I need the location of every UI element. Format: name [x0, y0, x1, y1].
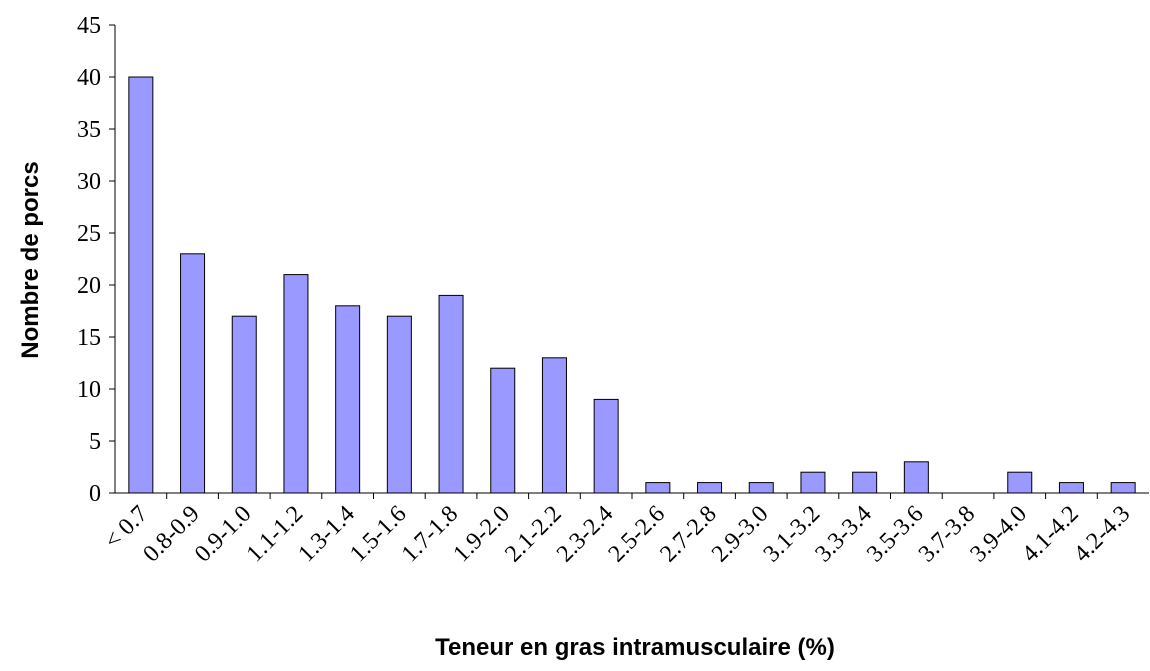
- x-tick-label: 1.9-2.0: [449, 501, 515, 567]
- y-axis-title: Nombre de porcs: [17, 161, 44, 358]
- bar: [335, 305, 361, 494]
- bar: [180, 253, 206, 494]
- x-tick-label: 1.7-1.8: [397, 501, 463, 567]
- x-tick-label: 4.2-4.3: [1069, 501, 1135, 567]
- bar: [593, 398, 619, 494]
- y-tick-label: 25: [77, 221, 101, 247]
- x-tick-label: 3.5-3.6: [862, 501, 928, 567]
- x-tick-label: 2.5-2.6: [604, 501, 670, 567]
- x-tick-label: 3.1-3.2: [759, 501, 825, 567]
- x-tick-label: 3.7-3.8: [914, 501, 980, 567]
- bar: [231, 315, 257, 494]
- bar: [490, 367, 516, 494]
- y-tick-label: 30: [77, 169, 101, 195]
- bar: [645, 482, 671, 494]
- x-tick-label: 0.9-1.0: [190, 501, 256, 567]
- x-tick-label: 1.3-1.4: [293, 501, 359, 567]
- x-tick-label: 2.7-2.8: [655, 501, 721, 567]
- x-tick-label: 2.3-2.4: [552, 501, 618, 567]
- bar: [128, 76, 154, 494]
- y-tick-label: 5: [89, 429, 101, 455]
- y-tick-label: 40: [77, 65, 101, 91]
- y-tick-label: 0: [89, 481, 101, 507]
- x-tick-label: 2.9-3.0: [707, 501, 773, 567]
- x-tick-label: 2.1-2.2: [500, 501, 566, 567]
- x-tick-label: 3.3-3.4: [810, 501, 876, 567]
- y-tick-label: 15: [77, 325, 101, 351]
- bar: [438, 294, 464, 494]
- bar: [1110, 482, 1136, 494]
- bar: [283, 274, 309, 494]
- y-tick-label: 45: [77, 13, 101, 39]
- x-tick-label: 4.1-4.2: [1017, 501, 1083, 567]
- x-axis-title: Teneur en gras intramusculaire (%): [435, 634, 835, 661]
- y-tick-label: 35: [77, 117, 101, 143]
- y-tick-label: 10: [77, 377, 101, 403]
- bar: [748, 482, 774, 494]
- bar: [903, 461, 929, 494]
- x-tick-label: 3.9-4.0: [966, 501, 1032, 567]
- x-tick-label: 0.8-0.9: [138, 501, 204, 567]
- y-tick-label: 20: [77, 273, 101, 299]
- bar: [386, 315, 412, 494]
- bar: [1058, 482, 1084, 494]
- bar: [697, 482, 723, 494]
- bar: [800, 471, 826, 494]
- bar: [541, 357, 567, 494]
- x-tick-label: 1.5-1.6: [345, 501, 411, 567]
- bar: [852, 471, 878, 494]
- bar: [1007, 471, 1033, 494]
- x-tick-label: 1.1-1.2: [242, 501, 308, 567]
